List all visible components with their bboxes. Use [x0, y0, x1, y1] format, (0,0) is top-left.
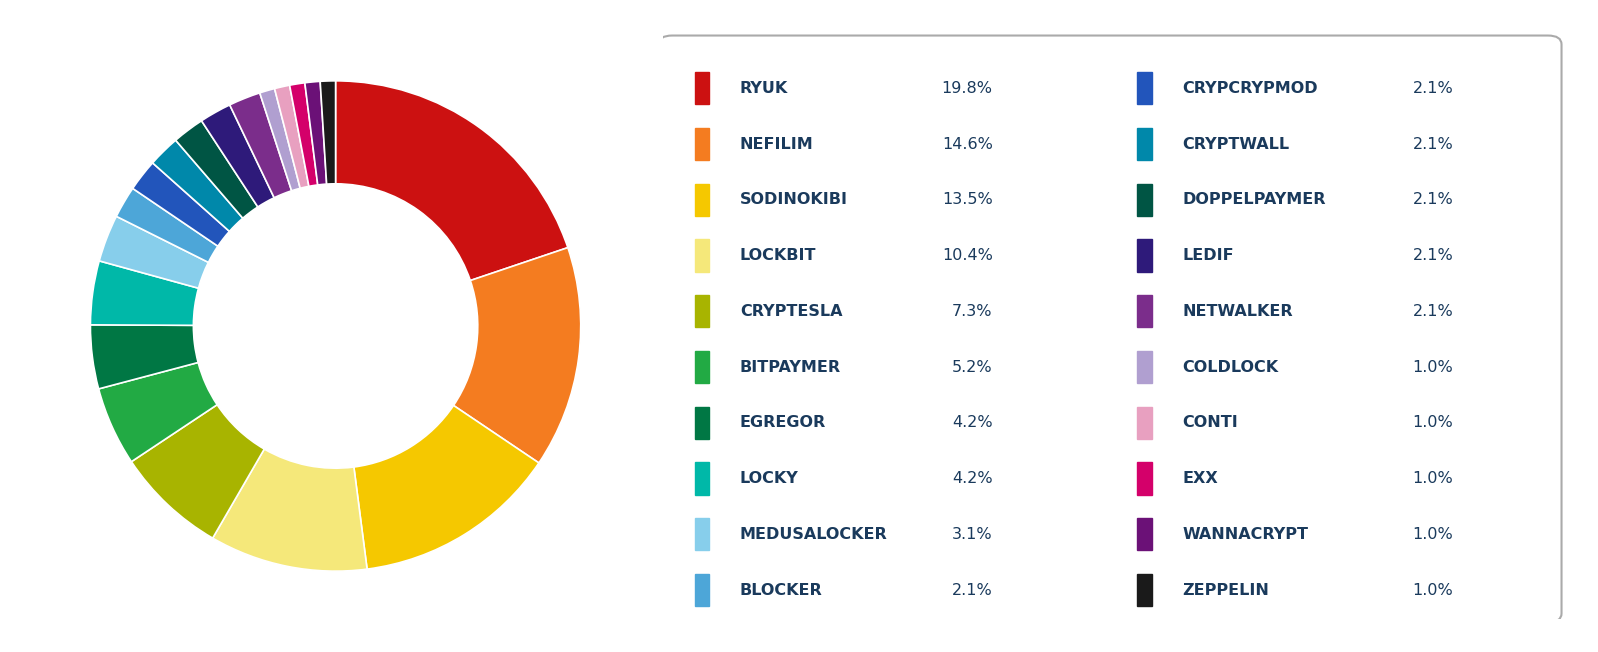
Wedge shape: [260, 89, 300, 191]
Wedge shape: [152, 140, 243, 231]
Text: 14.6%: 14.6%: [941, 136, 992, 152]
Bar: [695, 518, 710, 550]
Wedge shape: [133, 163, 230, 246]
Text: LEDIF: LEDIF: [1183, 248, 1234, 263]
Wedge shape: [275, 85, 308, 188]
Bar: [1138, 574, 1152, 606]
Wedge shape: [230, 93, 291, 198]
FancyBboxPatch shape: [658, 35, 1561, 622]
Text: CONTI: CONTI: [1183, 415, 1238, 430]
Wedge shape: [91, 325, 198, 389]
Wedge shape: [117, 188, 217, 262]
Text: 7.3%: 7.3%: [952, 304, 992, 319]
Bar: [1138, 184, 1152, 216]
Bar: [695, 239, 710, 272]
Text: CRYPTWALL: CRYPTWALL: [1183, 136, 1290, 152]
Text: 1.0%: 1.0%: [1413, 415, 1453, 430]
Wedge shape: [320, 81, 336, 184]
Wedge shape: [353, 406, 539, 569]
Bar: [695, 407, 710, 439]
Wedge shape: [131, 405, 264, 538]
Bar: [1138, 72, 1152, 104]
Wedge shape: [213, 449, 368, 571]
Bar: [1138, 462, 1152, 495]
Wedge shape: [336, 81, 567, 280]
Text: EXX: EXX: [1183, 471, 1218, 486]
Text: 19.8%: 19.8%: [941, 81, 992, 96]
Bar: [695, 462, 710, 495]
Bar: [1138, 128, 1152, 160]
Wedge shape: [176, 121, 257, 218]
Wedge shape: [91, 261, 198, 325]
Bar: [1138, 407, 1152, 439]
Bar: [695, 574, 710, 606]
Text: COLDLOCK: COLDLOCK: [1183, 359, 1278, 375]
Text: WANNACRYPT: WANNACRYPT: [1183, 527, 1309, 542]
Text: 2.1%: 2.1%: [1413, 304, 1453, 319]
Wedge shape: [454, 248, 580, 463]
Text: BITPAYMER: BITPAYMER: [740, 359, 841, 375]
Text: 1.0%: 1.0%: [1413, 527, 1453, 542]
Text: BLOCKER: BLOCKER: [740, 582, 823, 598]
Bar: [695, 72, 710, 104]
Text: DOPPELPAYMER: DOPPELPAYMER: [1183, 192, 1326, 207]
Wedge shape: [305, 82, 326, 185]
Text: SODINOKIBI: SODINOKIBI: [740, 192, 849, 207]
Text: NETWALKER: NETWALKER: [1183, 304, 1293, 319]
Wedge shape: [201, 105, 275, 207]
Text: 2.1%: 2.1%: [1413, 192, 1453, 207]
Bar: [695, 295, 710, 327]
Text: 2.1%: 2.1%: [1413, 81, 1453, 96]
Text: 4.2%: 4.2%: [952, 415, 992, 430]
Text: 2.1%: 2.1%: [1413, 248, 1453, 263]
Text: 3.1%: 3.1%: [952, 527, 992, 542]
Bar: [1138, 518, 1152, 550]
Text: CRYPTESLA: CRYPTESLA: [740, 304, 842, 319]
Text: 13.5%: 13.5%: [941, 192, 992, 207]
Text: EGREGOR: EGREGOR: [740, 415, 826, 430]
Wedge shape: [99, 363, 217, 462]
Bar: [1138, 295, 1152, 327]
Text: 2.1%: 2.1%: [1413, 136, 1453, 152]
Text: RYUK: RYUK: [740, 81, 788, 96]
Text: 5.2%: 5.2%: [952, 359, 992, 375]
Text: 4.2%: 4.2%: [952, 471, 992, 486]
Text: 1.0%: 1.0%: [1413, 582, 1453, 598]
Bar: [695, 184, 710, 216]
Text: 10.4%: 10.4%: [941, 248, 992, 263]
Text: MEDUSALOCKER: MEDUSALOCKER: [740, 527, 887, 542]
Text: 2.1%: 2.1%: [952, 582, 992, 598]
Text: CRYPCRYPMOD: CRYPCRYPMOD: [1183, 81, 1318, 96]
Text: LOCKY: LOCKY: [740, 471, 799, 486]
Bar: [695, 351, 710, 383]
Text: LOCKBIT: LOCKBIT: [740, 248, 817, 263]
Text: 1.0%: 1.0%: [1413, 471, 1453, 486]
Wedge shape: [99, 216, 208, 288]
Bar: [1138, 351, 1152, 383]
Text: NEFILIM: NEFILIM: [740, 136, 813, 152]
Bar: [1138, 239, 1152, 272]
Wedge shape: [289, 83, 318, 186]
Bar: [695, 128, 710, 160]
Text: ZEPPELIN: ZEPPELIN: [1183, 582, 1269, 598]
Text: 1.0%: 1.0%: [1413, 359, 1453, 375]
